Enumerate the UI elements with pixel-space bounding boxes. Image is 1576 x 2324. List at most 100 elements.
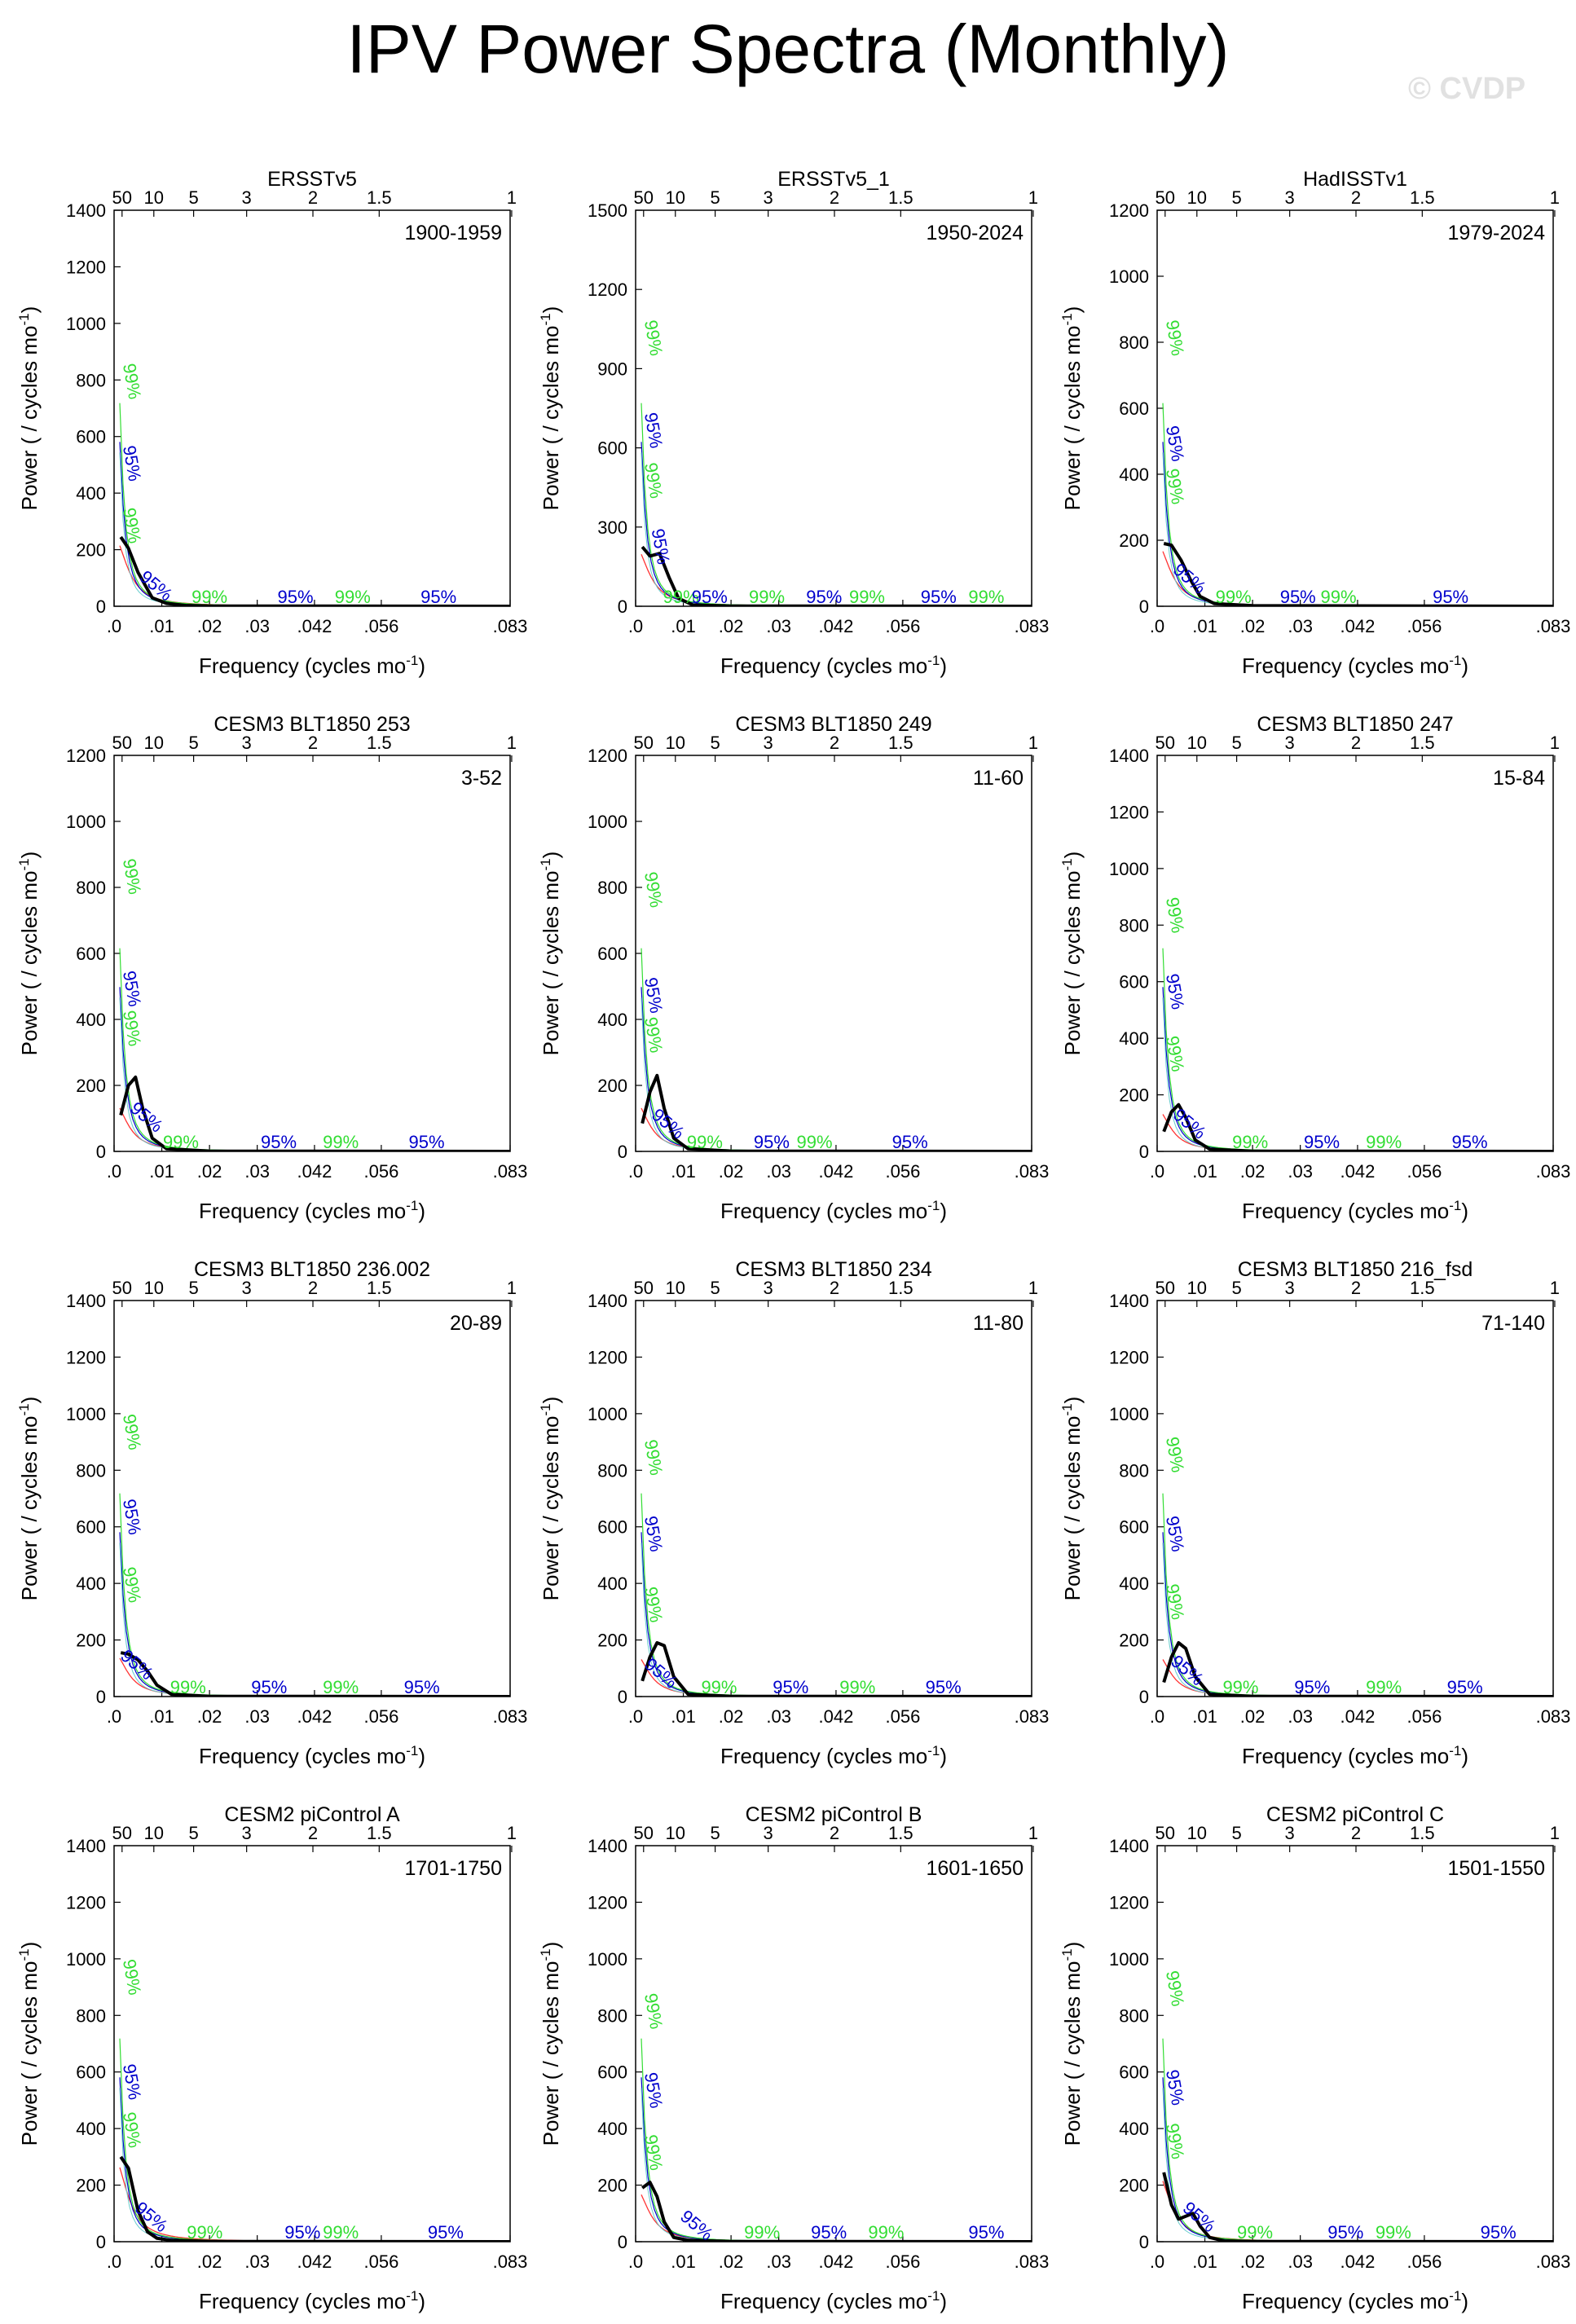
x-tick-label: .01	[671, 2251, 696, 2272]
label-95-percent: 95%	[641, 1514, 667, 1553]
panel-title: HadISSTv1	[1303, 168, 1407, 191]
period-label: 11-80	[973, 1312, 1024, 1335]
x-tick-label: .03	[766, 2251, 791, 2272]
top-tick-label: 2	[1351, 1278, 1361, 1298]
significance-99-lower-curve	[641, 997, 1032, 1151]
y-tick-label: 600	[1119, 398, 1149, 419]
top-tick-label: 1.5	[367, 1278, 392, 1298]
y-axis-title: Power ( / cycles mo-1)	[1059, 852, 1085, 1056]
label-95-percent: 95%	[1452, 1132, 1488, 1152]
spectrum-panel: CESM3 BLT1850 236.002 20-89 .0 .01 .02 .03 .04…	[16, 1258, 527, 1768]
top-tick-label: 10	[666, 187, 685, 208]
y-tick-label: 1000	[588, 1949, 627, 1970]
y-tick-label: 800	[597, 878, 627, 898]
label-99-percent: 99%	[1366, 1132, 1402, 1152]
spectrum-panel: CESM3 BLT1850 253 3-52 .0 .01 .02 .03 .042 .056…	[16, 713, 527, 1223]
top-tick-label: 3	[764, 733, 773, 753]
panel-title: CESM3 BLT1850 234	[735, 1258, 931, 1281]
spectrum-panel: ERSSTv5 1900-1959 .0 .01 .02 .03 .042 .056 .083 5…	[16, 168, 527, 678]
top-tick-label: 10	[1187, 1278, 1207, 1298]
label-95-percent: 95%	[1162, 424, 1188, 463]
top-tick-label: 5	[1231, 733, 1241, 753]
y-tick-label: 400	[1119, 1028, 1149, 1049]
top-tick-label: 3	[242, 187, 252, 208]
y-tick-label: 600	[76, 427, 106, 447]
label-99-percent: 99%	[687, 1132, 723, 1152]
x-tick-label: .02	[1240, 1706, 1266, 1727]
y-tick-label: 600	[597, 2062, 627, 2083]
x-tick-label: .083	[1015, 616, 1050, 636]
x-tick-label: .01	[149, 1161, 174, 1182]
y-tick-label: 400	[597, 1574, 627, 1594]
plot-frame	[1156, 755, 1554, 1152]
x-tick-label: .083	[1015, 1161, 1050, 1182]
top-tick-label: 1	[507, 733, 517, 753]
label-95-percent: 95%	[968, 2222, 1004, 2243]
x-tick-label: .03	[1288, 2251, 1313, 2272]
top-tick-label: 5	[1231, 1823, 1241, 1843]
y-tick-label: 1000	[66, 1404, 106, 1424]
x-tick-label: .03	[766, 1706, 791, 1727]
label-99-percent: 99%	[191, 587, 227, 607]
significance-99-lower-curve	[119, 1543, 510, 1697]
spectrum-panel: CESM3 BLT1850 234 11-80 .0 .01 .02 .03 .042 .05…	[538, 1258, 1049, 1768]
top-tick-label: 5	[188, 733, 198, 753]
y-tick-label: 0	[1139, 596, 1149, 617]
significance-95-curve	[1162, 442, 1553, 606]
period-label: 3-52	[461, 767, 502, 790]
label-95-percent: 95%	[811, 2222, 847, 2243]
label-95-percent: 95%	[420, 587, 456, 607]
y-axis-title: Power ( / cycles mo-1)	[1059, 306, 1085, 511]
y-tick-label: 200	[1119, 2176, 1149, 2196]
period-label: 71-140	[1481, 1312, 1545, 1335]
significance-95-curve	[641, 1532, 1032, 1697]
label-99-percent: 99%	[119, 362, 145, 401]
watermark: © CVDP	[1408, 72, 1526, 106]
x-tick-label: .02	[197, 1706, 222, 1727]
top-tick-label: 10	[144, 187, 164, 208]
label-99-percent: 99%	[797, 1132, 833, 1152]
label-95-percent: 95%	[277, 587, 313, 607]
label-95-percent: 95%	[428, 2222, 464, 2243]
period-label: 1979-2024	[1447, 222, 1545, 244]
x-tick-label: .02	[1240, 616, 1266, 636]
y-tick-label: 1500	[588, 200, 627, 221]
y-tick-label: 800	[76, 2005, 106, 2026]
significance-99-lower-curve	[1162, 997, 1553, 1151]
x-tick-label: .03	[244, 1161, 270, 1182]
y-tick-label: 0	[618, 1142, 627, 1162]
x-tick-label: .056	[363, 2251, 398, 2272]
top-tick-label: 10	[666, 1823, 685, 1843]
x-tick-label: .056	[1407, 1161, 1442, 1182]
x-tick-label: .01	[1192, 2251, 1217, 2272]
period-label: 15-84	[1493, 767, 1545, 790]
y-tick-label: 1200	[1109, 802, 1149, 822]
top-tick-label: 2	[830, 1823, 839, 1843]
significance-99-curve	[119, 1493, 510, 1697]
y-tick-label: 1200	[66, 1892, 106, 1912]
top-tick-label: 5	[710, 733, 720, 753]
top-tick-label: 5	[1231, 187, 1241, 208]
y-tick-label: 800	[1119, 1460, 1149, 1481]
y-tick-label: 1400	[1109, 1291, 1149, 1311]
significance-95-curve	[641, 987, 1032, 1151]
y-tick-label: 200	[1119, 1631, 1149, 1651]
x-tick-label: .083	[1536, 2251, 1571, 2272]
top-tick-label: 1.5	[1410, 1278, 1435, 1298]
y-tick-label: 1000	[66, 812, 106, 832]
spectrum-panel: CESM2 piControl C 1501-1550 .0 .01 .02 .03 .04…	[1059, 1803, 1570, 2313]
label-99-percent: 99%	[968, 587, 1004, 607]
top-tick-label: 5	[710, 1823, 720, 1843]
power-spectrum-line	[1162, 2172, 1553, 2242]
top-tick-label: 1.5	[367, 187, 392, 208]
x-tick-label: .0	[1150, 1706, 1164, 1727]
label-95-percent: 95%	[926, 1677, 962, 1697]
y-tick-label: 400	[1119, 1574, 1149, 1594]
label-99-percent: 99%	[170, 1677, 206, 1697]
y-tick-label: 1000	[66, 1949, 106, 1970]
x-axis-title: Frequency (cycles mo-1)	[1242, 1743, 1468, 1768]
x-tick-label: .01	[149, 1706, 174, 1727]
y-tick-label: 200	[76, 1076, 106, 1096]
top-tick-label: 1.5	[367, 733, 392, 753]
y-tick-label: 800	[76, 878, 106, 898]
